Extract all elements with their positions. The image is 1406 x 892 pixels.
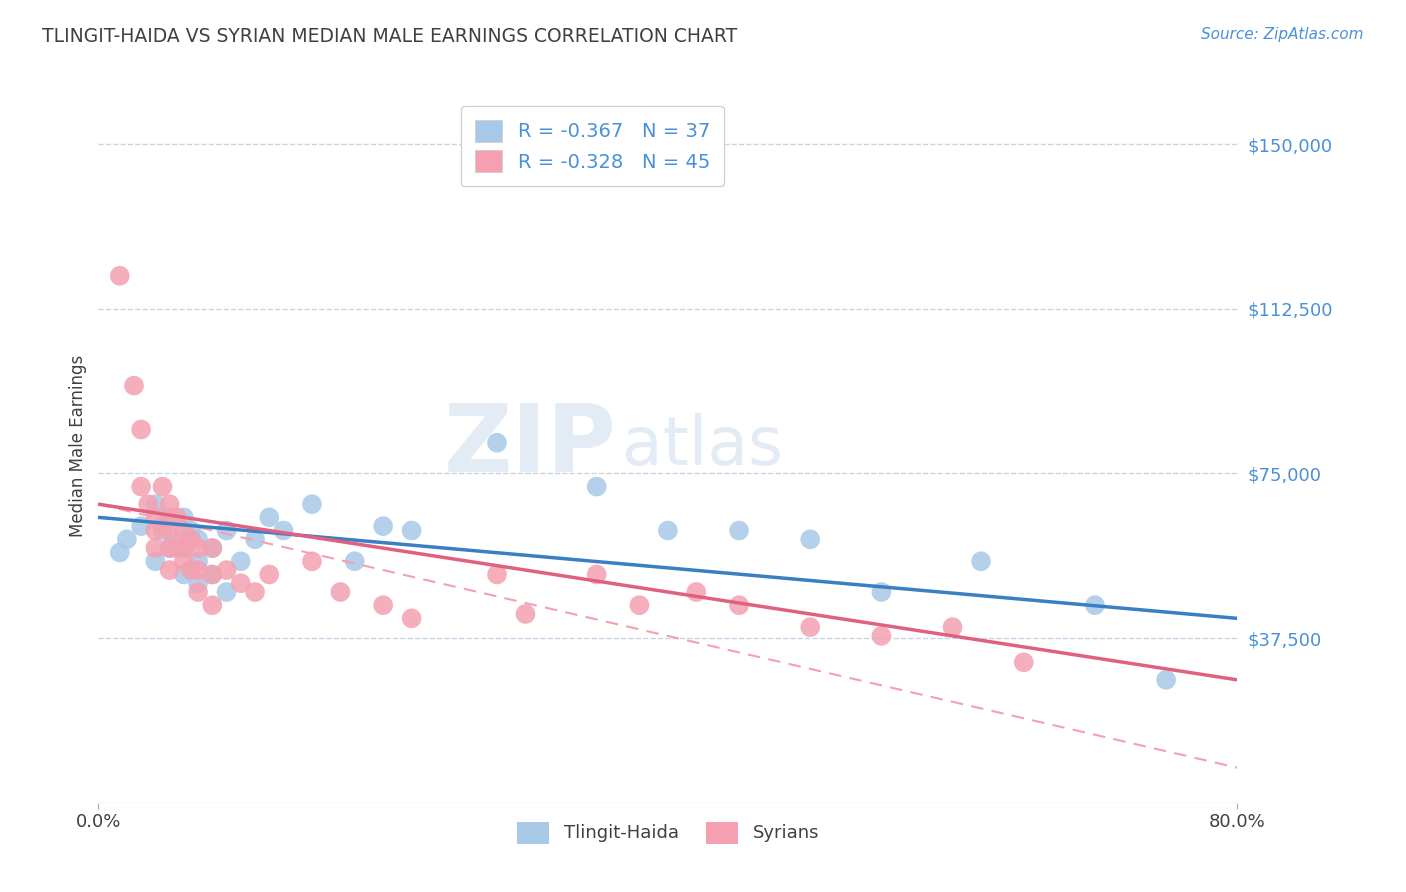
Point	[187, 585, 209, 599]
Point	[1012, 655, 1035, 669]
Point	[187, 563, 209, 577]
Point	[215, 524, 238, 538]
Point	[152, 519, 174, 533]
Point	[173, 554, 195, 568]
Point	[628, 598, 651, 612]
Point	[401, 611, 423, 625]
Point	[136, 497, 159, 511]
Point	[243, 533, 266, 547]
Point	[173, 541, 195, 555]
Point	[173, 567, 195, 582]
Point	[129, 480, 152, 494]
Point	[243, 585, 266, 599]
Point	[229, 554, 252, 568]
Point	[180, 563, 202, 577]
Point	[145, 497, 167, 511]
Point	[486, 435, 509, 450]
Point	[229, 576, 252, 591]
Text: Source: ZipAtlas.com: Source: ZipAtlas.com	[1201, 27, 1364, 42]
Point	[159, 497, 181, 511]
Point	[799, 620, 821, 634]
Point	[970, 554, 993, 568]
Point	[515, 607, 537, 621]
Point	[173, 510, 195, 524]
Point	[1084, 598, 1107, 612]
Point	[301, 497, 323, 511]
Point	[329, 585, 352, 599]
Point	[108, 268, 131, 283]
Point	[657, 524, 679, 538]
Point	[685, 585, 707, 599]
Point	[129, 423, 152, 437]
Text: ZIP: ZIP	[444, 400, 617, 492]
Point	[180, 533, 202, 547]
Point	[870, 629, 893, 643]
Point	[373, 519, 395, 533]
Point	[373, 598, 395, 612]
Point	[152, 480, 174, 494]
Point	[166, 510, 188, 524]
Point	[152, 524, 174, 538]
Point	[201, 541, 224, 555]
Point	[301, 554, 323, 568]
Point	[187, 576, 209, 591]
Point	[145, 510, 167, 524]
Point	[180, 524, 202, 538]
Point	[259, 510, 281, 524]
Point	[173, 541, 195, 555]
Text: atlas: atlas	[623, 413, 783, 479]
Point	[201, 567, 224, 582]
Y-axis label: Median Male Earnings: Median Male Earnings	[69, 355, 87, 537]
Point	[942, 620, 965, 634]
Point	[108, 545, 131, 559]
Point	[159, 541, 181, 555]
Point	[159, 563, 181, 577]
Point	[343, 554, 366, 568]
Point	[215, 563, 238, 577]
Point	[145, 554, 167, 568]
Point	[201, 567, 224, 582]
Point	[273, 524, 295, 538]
Point	[173, 524, 195, 538]
Point	[585, 567, 607, 582]
Point	[1154, 673, 1177, 687]
Point	[166, 541, 188, 555]
Point	[115, 533, 138, 547]
Point	[166, 533, 188, 547]
Point	[187, 533, 209, 547]
Point	[401, 524, 423, 538]
Point	[201, 541, 224, 555]
Point	[215, 585, 238, 599]
Point	[159, 510, 181, 524]
Point	[187, 554, 209, 568]
Point	[799, 533, 821, 547]
Point	[201, 598, 224, 612]
Legend: R = -0.367   N = 37, R = -0.328   N = 45: R = -0.367 N = 37, R = -0.328 N = 45	[461, 106, 724, 186]
Point	[122, 378, 145, 392]
Text: TLINGIT-HAIDA VS SYRIAN MEDIAN MALE EARNINGS CORRELATION CHART: TLINGIT-HAIDA VS SYRIAN MEDIAN MALE EARN…	[42, 27, 737, 45]
Point	[159, 524, 181, 538]
Point	[129, 519, 152, 533]
Point	[145, 541, 167, 555]
Point	[728, 598, 751, 612]
Point	[159, 541, 181, 555]
Point	[486, 567, 509, 582]
Point	[145, 524, 167, 538]
Point	[728, 524, 751, 538]
Point	[870, 585, 893, 599]
Point	[585, 480, 607, 494]
Point	[259, 567, 281, 582]
Point	[187, 541, 209, 555]
